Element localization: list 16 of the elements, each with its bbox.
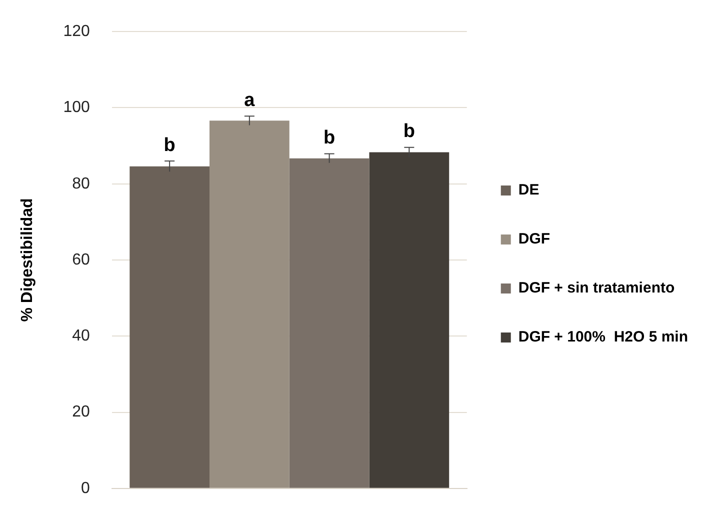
y-tick-label: 60 [72,251,90,268]
annotation: b [164,134,176,156]
y-tick-label: 100 [63,99,90,116]
y-tick-label: 80 [72,175,90,192]
y-axis-title: % Digestibilidad [19,198,36,322]
y-tick-label: 40 [72,328,90,345]
legend-label: DE [518,182,540,199]
annotation: b [324,128,336,149]
legend-label: DGF + sin tratamiento [518,280,675,297]
legend-label: DGF [518,230,550,248]
legend-label: DGF + 100% H2O 5 min [518,328,688,346]
y-tick-label: 120 [63,23,90,40]
y-tick-label: 0 [80,480,90,497]
y-tick-label: 20 [72,404,90,421]
annotation: a [244,90,256,111]
annotation: b [403,121,415,142]
